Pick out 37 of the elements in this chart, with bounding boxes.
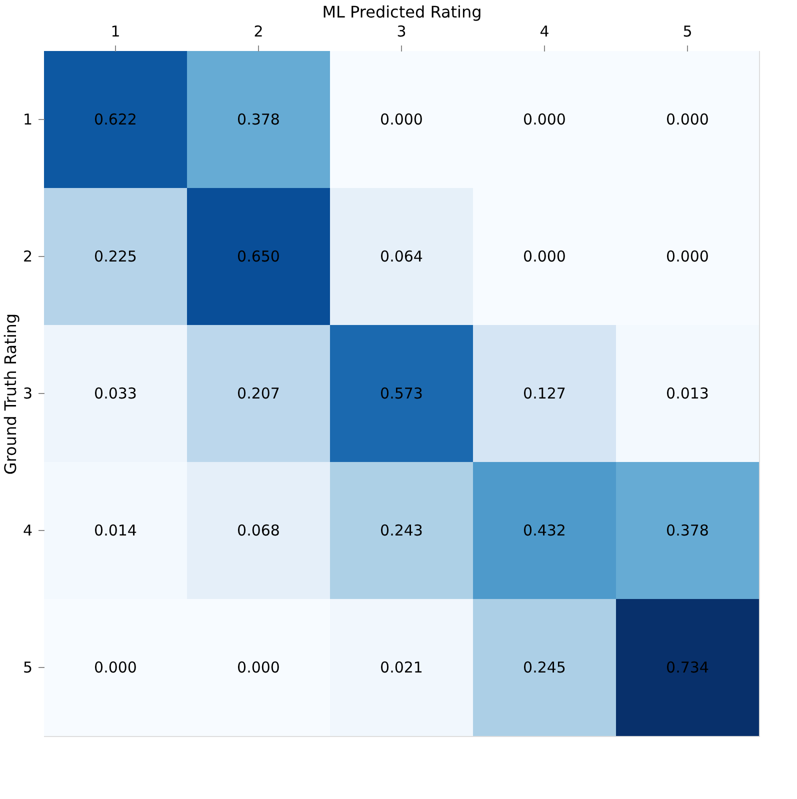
data-label: 0.021	[380, 658, 423, 676]
data-label: 0.000	[666, 248, 709, 266]
x-tick-label: 2	[254, 22, 264, 40]
y-tick-label: 1	[22, 110, 32, 128]
x-tick-label: 1	[110, 22, 120, 40]
x-axis-title: ML Predicted Rating	[322, 2, 482, 22]
data-label: 0.000	[666, 110, 709, 128]
y-tick-label: 2	[22, 248, 32, 266]
data-label: 0.622	[94, 110, 137, 128]
data-label: 0.573	[380, 384, 423, 402]
data-label: 0.000	[237, 658, 280, 676]
x-tick-label: 5	[682, 22, 692, 40]
data-label: 0.207	[237, 384, 280, 402]
data-label: 0.068	[237, 522, 280, 540]
data-label: 0.000	[380, 110, 423, 128]
data-label: 0.013	[666, 384, 709, 402]
x-tick-label: 4	[540, 22, 550, 40]
data-label: 0.033	[94, 384, 137, 402]
y-tick-label: 4	[22, 522, 32, 540]
data-label: 0.225	[94, 248, 137, 266]
y-tick-label: 5	[22, 658, 32, 676]
data-label: 0.064	[380, 248, 423, 266]
data-label: 0.432	[523, 522, 566, 540]
y-tick-label: 3	[22, 384, 32, 402]
data-label: 0.000	[94, 658, 137, 676]
y-axis-title: Ground Truth Rating	[0, 313, 20, 475]
data-label: 0.127	[523, 384, 566, 402]
data-label: 0.243	[380, 522, 423, 540]
x-tick-label: 3	[396, 22, 406, 40]
data-label: 0.378	[237, 110, 280, 128]
data-label: 0.000	[523, 110, 566, 128]
data-label: 0.000	[523, 248, 566, 266]
data-label: 0.734	[666, 658, 709, 676]
data-label: 0.245	[523, 658, 566, 676]
data-label: 0.378	[666, 522, 709, 540]
data-label: 0.014	[94, 522, 137, 540]
data-label: 0.650	[237, 248, 280, 266]
